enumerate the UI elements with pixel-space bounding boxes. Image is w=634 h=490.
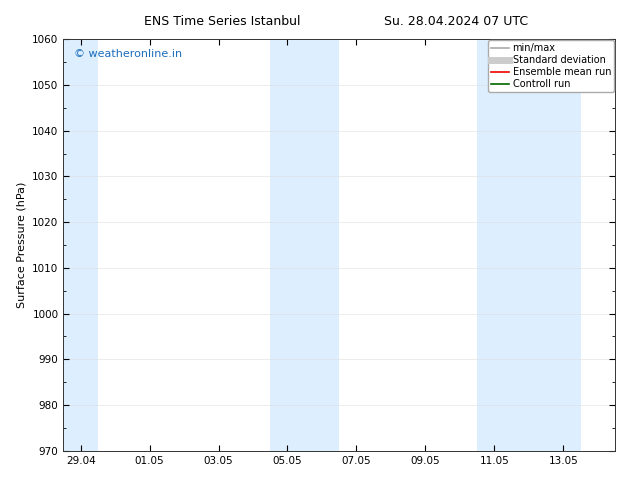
Bar [270, 39, 339, 451]
Y-axis label: Surface Pressure (hPa): Surface Pressure (hPa) [16, 182, 27, 308]
Bar [63, 39, 98, 451]
Text: ENS Time Series Istanbul: ENS Time Series Istanbul [144, 15, 300, 28]
Text: Su. 28.04.2024 07 UTC: Su. 28.04.2024 07 UTC [384, 15, 529, 28]
Text: © weatheronline.in: © weatheronline.in [74, 49, 183, 59]
Legend: min/max, Standard deviation, Ensemble mean run, Controll run: min/max, Standard deviation, Ensemble me… [488, 40, 614, 92]
Bar [477, 39, 581, 451]
